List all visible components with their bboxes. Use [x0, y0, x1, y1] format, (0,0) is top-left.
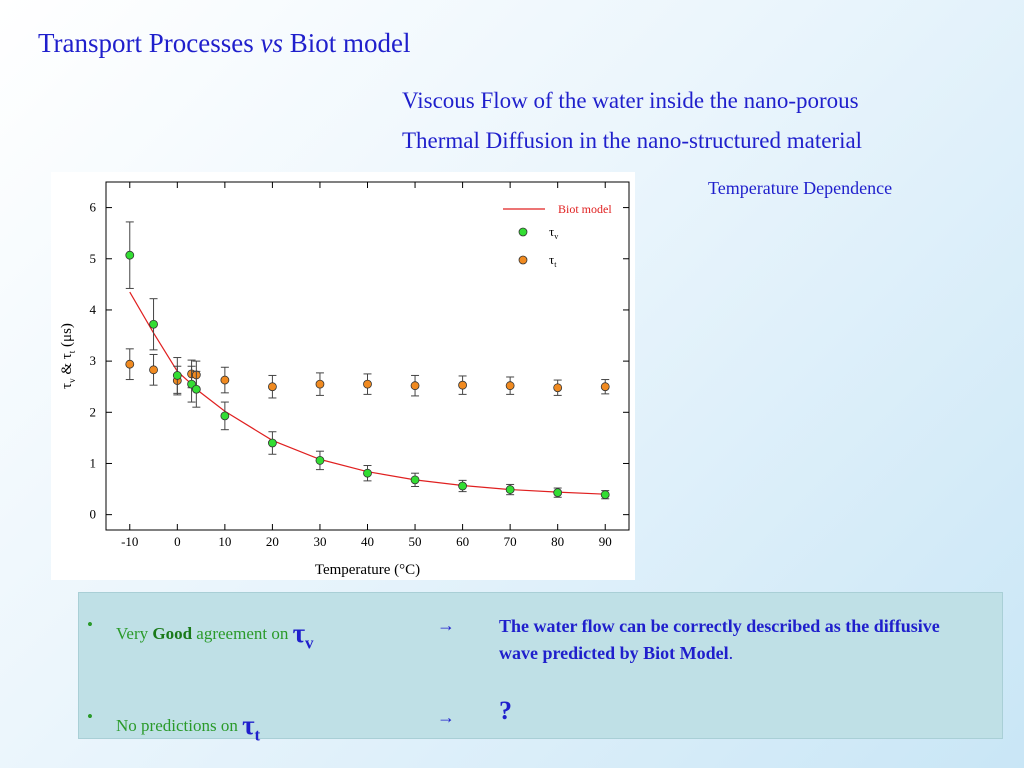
x-tick-label: 80 [551, 534, 564, 549]
title-vs: vs [260, 28, 284, 58]
tau-t-point [505, 381, 515, 391]
right-arrow-icon: → [437, 615, 455, 635]
x-tick-label: 60 [456, 534, 469, 549]
tau-glyph: τ [242, 710, 255, 740]
tau-t-point [315, 379, 325, 389]
tau-v-point [149, 319, 158, 329]
tau-v-legend-tau: τ [549, 224, 554, 239]
x-tick-label: 70 [504, 534, 517, 549]
tau-sub: t [254, 725, 261, 745]
tau-t-point [410, 381, 420, 391]
tau-v-legend-sub: v [554, 232, 558, 241]
result-tail: . [728, 643, 734, 663]
tau-t-point [268, 382, 277, 392]
y-tick-label: 0 [90, 507, 97, 522]
tau-sub: v [305, 633, 314, 653]
x-tick-label: 50 [409, 534, 422, 549]
y-tick-label: 3 [90, 353, 97, 368]
y-label-part: & [59, 359, 75, 378]
title-main: Transport Processes [38, 28, 261, 58]
data-series [125, 221, 610, 500]
y-tick-label: 5 [90, 251, 97, 266]
tau-v-point [363, 468, 372, 478]
tau-v-point [553, 488, 563, 498]
tau-t-point [125, 359, 135, 369]
tau-t-point [600, 382, 610, 392]
tau-v-point [458, 481, 467, 491]
tau-t-point [363, 379, 372, 389]
y-tick-label: 2 [90, 404, 97, 419]
tau-glyph: τ [292, 618, 306, 648]
tau-t-legend-tau: τ [549, 252, 554, 267]
bullet-text-tau-t: No predictions on τt [116, 707, 260, 744]
tau-t-legend-label: τt [549, 252, 557, 269]
y-axis-label: τv & τt (μs) [59, 323, 77, 389]
y-tick-label: 6 [90, 200, 97, 215]
bullet-text-tau-v: Very Good agreement on τv [116, 615, 314, 652]
text-post: agreement on [192, 624, 293, 643]
slide-title: Transport Processes vs Biot model [38, 28, 411, 59]
tau-t-point [149, 365, 158, 375]
summary-box: • Very Good agreement on τv → The water … [78, 592, 1003, 744]
tau-v-point [410, 475, 420, 485]
y-label-part: τ [59, 353, 75, 359]
x-tick-label: 30 [313, 534, 326, 549]
y-tick-label: 4 [90, 302, 97, 317]
text-pre: No predictions on [116, 716, 243, 735]
legend-biot-label: Biot model [558, 202, 612, 216]
tau-t-symbol: τt [242, 710, 260, 744]
tau-v-point [220, 411, 230, 421]
x-tick-label: 0 [174, 534, 181, 549]
tau-v-point [125, 250, 135, 260]
temperature-dependence-label: Temperature Dependence [708, 178, 893, 198]
tau-v-point [315, 455, 325, 465]
tau-vs-temperature-chart: -10 0 10 20 30 40 50 60 70 80 90 0 1 2 3 4 5 6 Biot model… [51, 172, 635, 580]
tau-v-point [600, 490, 610, 500]
y-tick-label: 1 [90, 455, 97, 470]
tau-v-legend-marker [518, 227, 528, 237]
tau-v-point [268, 438, 277, 448]
text-pre: Very [116, 624, 153, 643]
tau-v-point [172, 371, 182, 380]
tau-t-point [458, 380, 467, 390]
subtitle-viscous-flow: Viscous Flow of the water inside the nan… [402, 88, 859, 113]
x-tick-label: 40 [361, 534, 374, 549]
tau-t-legend-sub: t [554, 260, 557, 269]
result-question-mark: ? [499, 696, 512, 725]
tau-v-point [505, 485, 515, 494]
bullet-dot: • [87, 615, 93, 634]
x-axis-label: Temperature (°C) [315, 562, 420, 578]
axis-ticks: -10 0 10 20 30 40 50 60 70 80 90 0 1 2 3 4 5 6 [90, 182, 629, 549]
subtitle-thermal-diffusion: Thermal Diffusion in the nano-structured… [402, 128, 863, 153]
bullet-dot: • [87, 707, 93, 726]
title-end: Biot model [283, 28, 411, 58]
y-label-part: τ [59, 383, 75, 389]
x-tick-label: 90 [599, 534, 612, 549]
tau-v-symbol: τv [292, 618, 314, 652]
tau-t-legend-marker [518, 255, 528, 265]
tau-v-legend-label: τv [549, 224, 558, 241]
x-tick-label: -10 [121, 534, 138, 549]
tau-t-point [220, 375, 230, 385]
x-tick-label: 10 [218, 534, 231, 549]
x-tick-label: 20 [266, 534, 279, 549]
result-text-tau-v: The water flow can be correctly describe… [499, 613, 979, 667]
result-bold: The water flow can be correctly describe… [499, 616, 940, 663]
tau-t-point [553, 383, 563, 393]
y-label-part: v [67, 378, 77, 383]
y-label-part: (μs) [59, 323, 75, 351]
tau-v-point [191, 384, 201, 394]
y-label-part: t [67, 350, 77, 353]
right-arrow-icon: → [437, 707, 455, 727]
text-good: Good [152, 624, 193, 643]
